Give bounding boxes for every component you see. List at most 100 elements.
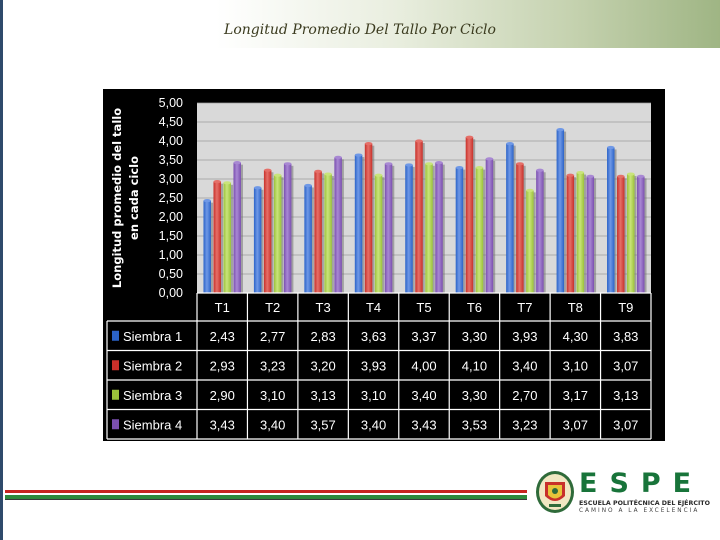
legend-key xyxy=(112,419,119,430)
bar-top xyxy=(607,145,615,150)
y-tick-label: 3,00 xyxy=(159,172,183,186)
bar-top xyxy=(324,172,332,176)
x-tick-label: T4 xyxy=(366,300,381,315)
y-tick-label: 0,50 xyxy=(159,267,183,281)
bar-top xyxy=(506,142,514,146)
y-tick-label: 3,50 xyxy=(159,153,183,167)
bar-chart: 0,00 0,50 1,00 1,50 2,00 2,50 3,00 3,50 4,00 4,50… xyxy=(106,96,652,440)
bar-siembra-2 xyxy=(213,181,221,293)
bar-siembra-1 xyxy=(304,185,312,293)
bar-siembra-4 xyxy=(637,176,645,293)
bar-siembra-4 xyxy=(233,162,241,293)
legend-key xyxy=(112,330,119,341)
bar-siembra-1 xyxy=(253,187,262,293)
bar-siembra-2 xyxy=(263,170,272,293)
bar-siembra-1 xyxy=(556,129,565,293)
legend-label: Siembra 2 xyxy=(123,358,182,373)
legend-key xyxy=(112,389,119,400)
bar-top xyxy=(283,162,292,166)
legend-label: Siembra 3 xyxy=(123,388,182,403)
x-tick-label: T7 xyxy=(517,300,532,315)
data-label: 2,93 xyxy=(210,358,235,373)
data-label: 3,40 xyxy=(361,417,386,432)
bar-top xyxy=(374,173,383,177)
data-label: 3,10 xyxy=(260,388,285,403)
bar-siembra-1 xyxy=(405,164,413,293)
bar-siembra-4 xyxy=(334,157,342,293)
bar-siembra-4 xyxy=(384,163,393,293)
bar-siembra-1 xyxy=(203,200,211,293)
header-band xyxy=(0,0,720,48)
espe-institution: ESCUELA POLITÉCNICA DEL EJÉRCITO xyxy=(579,500,710,507)
bar-top xyxy=(485,157,494,161)
data-label: 3,13 xyxy=(613,388,638,403)
x-tick-label: T1 xyxy=(215,300,230,315)
bar-top xyxy=(526,188,534,192)
bar-top xyxy=(253,186,262,190)
legend-key xyxy=(112,360,119,371)
bar-top xyxy=(314,169,322,173)
footer-stripes xyxy=(5,490,527,502)
y-tick-label: 2,00 xyxy=(159,210,183,224)
bar-top xyxy=(223,181,231,185)
bar-top xyxy=(516,162,524,166)
data-label: 3,40 xyxy=(260,417,285,432)
footer-stripe-red xyxy=(5,490,527,493)
bar-top xyxy=(334,155,342,159)
y-tick-label: 4,00 xyxy=(159,134,183,148)
bar-siembra-2 xyxy=(314,171,322,293)
data-label: 3,43 xyxy=(210,417,235,432)
bar-siembra-4 xyxy=(283,163,292,293)
bar-siembra-2 xyxy=(364,143,373,293)
bar-top xyxy=(576,170,585,175)
y-axis-title: en cada ciclo xyxy=(127,156,141,240)
data-label: 3,57 xyxy=(310,417,335,432)
x-tick-label: T6 xyxy=(467,300,482,315)
data-label: 4,30 xyxy=(563,329,588,344)
data-label: 4,00 xyxy=(411,358,436,373)
x-tick-label: T9 xyxy=(618,300,633,315)
espe-logo: ESPE ESCUELA POLITÉCNICA DEL EJÉRCITO CA… xyxy=(535,468,715,518)
legend-label: Siembra 4 xyxy=(123,417,182,432)
y-tick-label: 4,50 xyxy=(159,115,183,129)
data-label: 2,90 xyxy=(210,388,235,403)
bar-siembra-3 xyxy=(324,174,332,293)
bar-top xyxy=(536,168,544,172)
bar-siembra-2 xyxy=(516,163,524,293)
x-tick-label: T3 xyxy=(316,300,331,315)
espe-motto: CAMINO A LA EXCELENCIA xyxy=(579,508,700,514)
bar-siembra-3 xyxy=(475,167,484,293)
bar-top xyxy=(475,166,484,170)
bar-top xyxy=(627,172,635,176)
x-tick-label: T2 xyxy=(265,300,280,315)
bar-siembra-1 xyxy=(455,167,464,293)
footer-stripe-white xyxy=(5,493,527,495)
data-label: 2,77 xyxy=(260,329,285,344)
data-label: 3,83 xyxy=(613,329,638,344)
bar-top xyxy=(617,174,625,178)
bar-top xyxy=(435,161,443,165)
footer-stripe-green xyxy=(5,495,527,499)
bar-siembra-2 xyxy=(617,176,625,293)
x-tick-label: T8 xyxy=(568,300,583,315)
data-label: 2,70 xyxy=(512,388,537,403)
seal-icon xyxy=(536,471,574,513)
bar-siembra-2 xyxy=(465,137,474,293)
bar-top xyxy=(465,135,474,139)
data-label: 3,07 xyxy=(563,417,588,432)
data-label: 2,43 xyxy=(210,329,235,344)
bar-siembra-3 xyxy=(273,175,282,293)
bar-top xyxy=(405,163,413,167)
bar-top xyxy=(213,180,221,184)
x-tick-label: T5 xyxy=(416,300,431,315)
data-label: 3,40 xyxy=(512,358,537,373)
bar-siembra-1 xyxy=(506,143,514,293)
left-rule xyxy=(0,0,3,540)
bar-top xyxy=(364,142,373,146)
y-tick-label: 1,50 xyxy=(159,229,183,243)
bar-top xyxy=(566,173,575,177)
bar-top xyxy=(384,162,393,166)
bar-top xyxy=(304,183,312,188)
data-label: 3,43 xyxy=(411,417,436,432)
espe-wordmark: ESPE xyxy=(579,468,704,499)
